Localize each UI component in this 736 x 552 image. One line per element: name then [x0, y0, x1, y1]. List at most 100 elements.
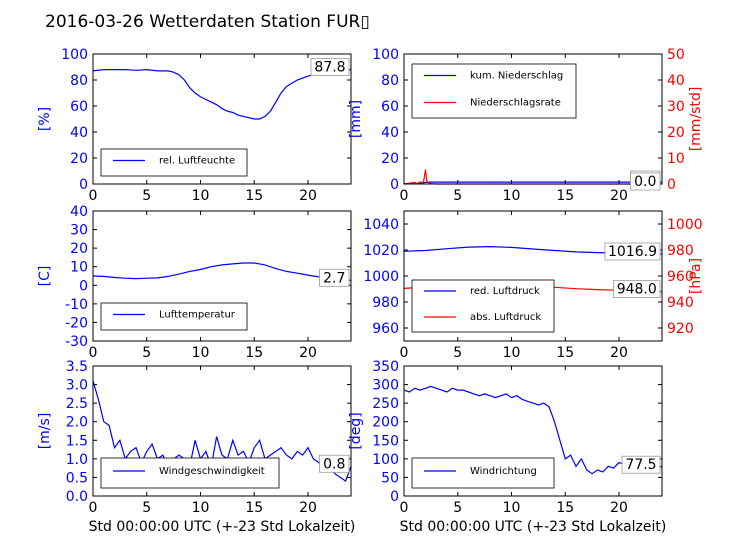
legend-label: Windrichtung — [470, 466, 537, 477]
y-tick-label: 350 — [372, 359, 399, 375]
x-tick-label: 5 — [142, 345, 151, 361]
y-tick-label: 2.0 — [66, 415, 88, 431]
legend-label: Windgeschwindigkeit — [159, 466, 265, 477]
x-tick-label: 10 — [503, 500, 521, 516]
y-tick-label: 3.5 — [66, 359, 88, 375]
x-tick-label: 15 — [245, 345, 263, 361]
x-tick-label: 5 — [142, 188, 151, 204]
y-tick-label: 50 — [381, 470, 399, 486]
x-tick-label: 20 — [610, 188, 628, 204]
current-value-label: 1016.9 — [608, 244, 657, 260]
x-tick-label: 10 — [503, 345, 521, 361]
y2-tick-label: 980 — [667, 243, 694, 259]
y-axis-label: [%] — [37, 107, 53, 131]
y2-tick-label: 40 — [667, 73, 685, 89]
legend-label: red. Luftdruck — [470, 286, 540, 297]
y-tick-label: 100 — [61, 47, 88, 63]
x-tick-label: 5 — [453, 345, 462, 361]
x-tick-label: 5 — [453, 188, 462, 204]
y-tick-label: 30 — [70, 223, 88, 239]
y2-tick-label: 20 — [667, 125, 685, 141]
y-tick-label: 150 — [372, 433, 399, 449]
y-tick-label: 60 — [381, 99, 399, 115]
plot-frame — [92, 210, 352, 342]
y-tick-label: 0 — [390, 177, 399, 193]
x-tick-label: 0 — [89, 500, 98, 516]
current-value-label: 0.8 — [323, 456, 345, 472]
y-tick-label: 980 — [372, 295, 399, 311]
legend-label: Niederschlagsrate — [470, 98, 561, 109]
x-tick-label: 15 — [556, 345, 574, 361]
y-tick-label: 1020 — [363, 243, 399, 259]
panel-pressure: 0 5 10 15 20 960 980 1000 1020 1040 920 940 960 980 10… — [363, 210, 704, 361]
y-tick-label: 1000 — [363, 269, 399, 285]
y-tick-label: 20 — [70, 151, 88, 167]
y-axis-label: [deg] — [348, 412, 364, 449]
x-tick-label: 10 — [192, 188, 210, 204]
x-tick-label: 10 — [503, 188, 521, 204]
panel-precip: 0 5 10 15 20 0 20 40 60 80 100 0 10 20 30 40 50 [mm] [mm/s… — [348, 47, 704, 204]
legend-label: rel. Luftfeuchte — [159, 156, 235, 167]
y-tick-label: 100 — [372, 47, 399, 63]
x-tick-label: 20 — [299, 345, 317, 361]
y-tick-label: 0.0 — [66, 489, 88, 505]
y2-tick-label: 0 — [667, 177, 676, 193]
y-tick-label: 960 — [372, 321, 399, 337]
x-axis-label: Std 00:00:00 UTC (+-23 Std Lokalzeit) — [89, 519, 356, 535]
y-tick-label: 0.5 — [66, 470, 88, 486]
x-tick-label: 5 — [142, 500, 151, 516]
y2-tick-label: 920 — [667, 321, 694, 337]
x-tick-label: 10 — [192, 500, 210, 516]
y2-tick-label: 50 — [667, 47, 685, 63]
x-tick-label: 20 — [299, 500, 317, 516]
legend-label: Lufttemperatur — [159, 310, 236, 321]
y-tick-label: 1040 — [363, 217, 399, 233]
y2-tick-label: 1000 — [667, 217, 703, 233]
panel-wind_speed: 0 5 10 15 20 0.0 0.5 1.0 1.5 2.0 2.5 3.0 3.5 [m/s] Std… — [37, 359, 355, 535]
plot-frame — [403, 365, 663, 497]
current-value2-label: 948.0 — [617, 282, 657, 298]
x-tick-label: 10 — [192, 345, 210, 361]
y-tick-label: 40 — [70, 125, 88, 141]
current-value-label: 87.8 — [314, 60, 345, 76]
y2-tick-label: 940 — [667, 295, 694, 311]
y2-tick-label: 960 — [667, 269, 694, 285]
current-value-label-box — [621, 455, 661, 474]
y-tick-label: 10 — [70, 260, 88, 276]
current-value-label: 77.5 — [625, 457, 656, 473]
y2-axis-label: [mm/std] — [688, 87, 704, 152]
series-line-humidity-0 — [92, 68, 352, 120]
y-tick-label: 0 — [79, 177, 88, 193]
x-tick-label: 0 — [400, 500, 409, 516]
legend-box — [411, 279, 555, 333]
y-tick-label: 300 — [372, 378, 399, 394]
y-tick-label: -20 — [65, 315, 88, 331]
current-value2-label: 0.0 — [634, 174, 656, 190]
x-tick-label: 0 — [400, 345, 409, 361]
y-tick-label: 100 — [372, 452, 399, 468]
x-tick-label: 20 — [610, 345, 628, 361]
y-tick-label: -30 — [65, 334, 88, 350]
x-tick-label: 0 — [400, 188, 409, 204]
x-tick-label: 0 — [89, 345, 98, 361]
y2-tick-label: 30 — [667, 99, 685, 115]
current-value-label-box — [604, 242, 661, 261]
x-tick-label: 15 — [245, 500, 263, 516]
y-tick-label: 3.0 — [66, 378, 88, 394]
current-value2-label-box — [630, 172, 661, 191]
y-axis-label: [C] — [37, 266, 53, 287]
x-axis-label: Std 00:00:00 UTC (+-23 Std Lokalzeit) — [400, 519, 667, 535]
current-value-label: 2.7 — [323, 270, 345, 286]
legend-box — [411, 63, 577, 119]
y2-axis-label: [hPa] — [688, 258, 704, 294]
y-tick-label: 20 — [381, 151, 399, 167]
current-value-label-box — [319, 454, 350, 473]
x-tick-label: 20 — [610, 500, 628, 516]
y-tick-label: 200 — [372, 415, 399, 431]
x-tick-label: 15 — [556, 188, 574, 204]
series-line-wind_speed-0 — [92, 380, 352, 483]
current-value-label-box — [310, 58, 350, 76]
panel-temperature: 0 5 10 15 20 -30 -20 -10 0 10 20 30 40 [C] Lufttempera… — [37, 204, 352, 361]
